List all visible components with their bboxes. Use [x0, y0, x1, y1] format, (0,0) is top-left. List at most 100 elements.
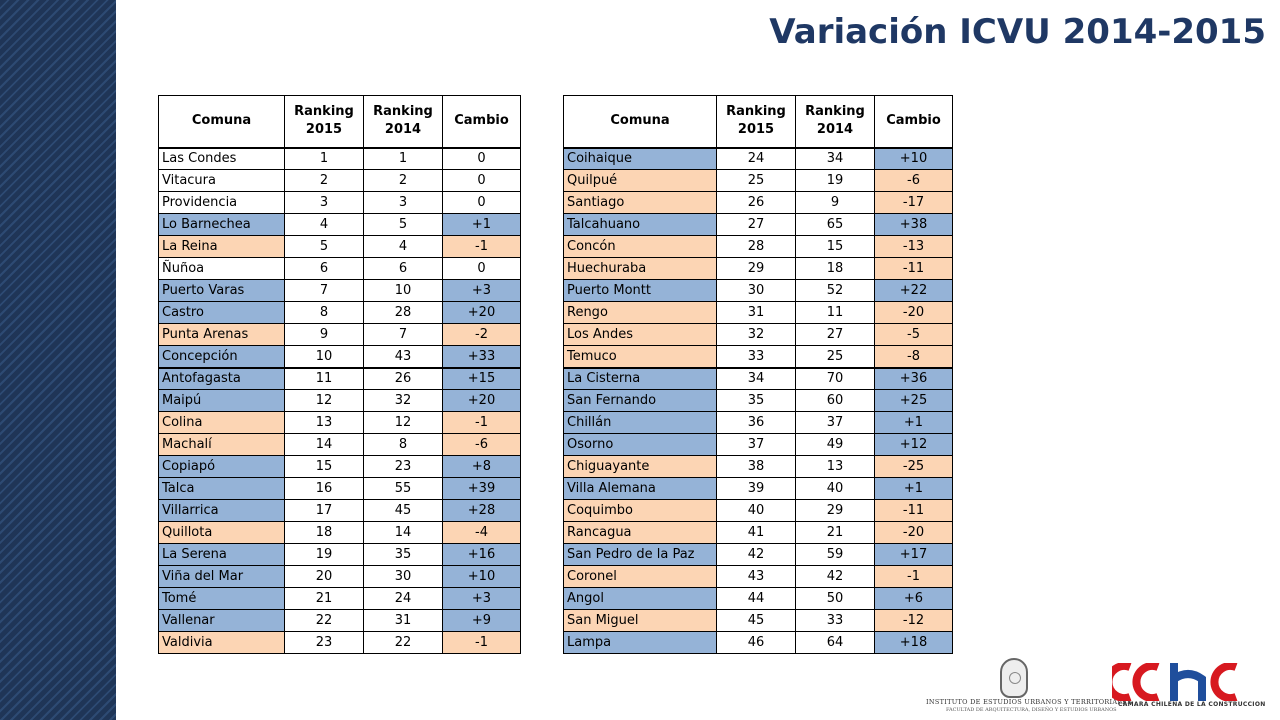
cell-ranking-2015: 40: [716, 499, 796, 522]
cell-comuna: Concepción: [158, 345, 285, 369]
cell-ranking-2014: 18: [795, 257, 875, 280]
header-ranking-2015: Ranking 2015: [284, 95, 364, 149]
cell-ranking-2015: 1: [284, 147, 364, 170]
cell-cambio: -17: [874, 191, 953, 214]
cell-ranking-2014: 37: [795, 411, 875, 434]
table-row: Ñuñoa 6 6 0: [158, 257, 521, 280]
cell-ranking-2014: 34: [795, 147, 875, 170]
cell-ranking-2014: 29: [795, 499, 875, 522]
cell-comuna: Valdivia: [158, 631, 285, 654]
table-row: Chillán 36 37 +1: [563, 411, 953, 434]
cell-ranking-2014: 59: [795, 543, 875, 566]
cell-ranking-2015: 45: [716, 609, 796, 632]
cell-cambio: -4: [442, 521, 521, 544]
cell-cambio: -1: [442, 631, 521, 654]
cell-comuna: Quillota: [158, 521, 285, 544]
cell-ranking-2015: 32: [716, 323, 796, 346]
cell-ranking-2015: 42: [716, 543, 796, 566]
table-row: Huechuraba 29 18 -11: [563, 257, 953, 280]
table-row: Osorno 37 49 +12: [563, 433, 953, 456]
cell-cambio: +22: [874, 279, 953, 302]
cell-comuna: Puerto Varas: [158, 279, 285, 302]
cell-comuna: La Reina: [158, 235, 285, 258]
cell-ranking-2015: 36: [716, 411, 796, 434]
cell-ranking-2014: 21: [795, 521, 875, 544]
cell-ranking-2014: 23: [363, 455, 443, 478]
cell-cambio: +20: [442, 389, 521, 412]
table-row: Puerto Varas 7 10 +3: [158, 279, 521, 302]
decorative-side-band: [0, 0, 116, 720]
cell-cambio: -2: [442, 323, 521, 346]
cell-cambio: +33: [442, 345, 521, 369]
cell-ranking-2014: 60: [795, 389, 875, 412]
cell-ranking-2015: 41: [716, 521, 796, 544]
cell-cambio: -6: [874, 169, 953, 192]
cell-ranking-2015: 15: [284, 455, 364, 478]
cchc-name: CAMARA CHILENA DE LA CONSTRUCCION: [1118, 701, 1266, 708]
header-cambio: Cambio: [442, 95, 521, 149]
cell-comuna: Colina: [158, 411, 285, 434]
table-row: Talcahuano 27 65 +38: [563, 213, 953, 236]
cell-ranking-2014: 30: [363, 565, 443, 588]
cell-cambio: -20: [874, 301, 953, 324]
table-row: Rancagua 41 21 -20: [563, 521, 953, 544]
cell-ranking-2015: 6: [284, 257, 364, 280]
table-row: Rengo 31 11 -20: [563, 301, 953, 324]
header-ranking-2014: Ranking 2014: [363, 95, 443, 149]
header-cambio: Cambio: [874, 95, 953, 149]
cell-ranking-2015: 17: [284, 499, 364, 522]
institute-name: INSTITUTO DE ESTUDIOS URBANOS Y TERRITOR…: [926, 698, 1132, 706]
cell-ranking-2015: 28: [716, 235, 796, 258]
cell-ranking-2014: 11: [795, 301, 875, 324]
cell-ranking-2014: 42: [795, 565, 875, 588]
cell-ranking-2015: 27: [716, 213, 796, 236]
cell-cambio: +28: [442, 499, 521, 522]
table-row: Coihaique 24 34 +10: [563, 147, 953, 170]
cell-ranking-2015: 31: [716, 301, 796, 324]
cell-cambio: +3: [442, 587, 521, 610]
table-row: Lo Barnechea 4 5 +1: [158, 213, 521, 236]
table-header-row: Comuna Ranking 2015 Ranking 2014 Cambio: [158, 95, 521, 149]
cell-ranking-2014: 40: [795, 477, 875, 500]
table-row: Valdivia 23 22 -1: [158, 631, 521, 654]
cell-cambio: 0: [442, 257, 521, 280]
cell-ranking-2014: 19: [795, 169, 875, 192]
table-row: Temuco 33 25 -8: [563, 345, 953, 369]
cell-ranking-2014: 4: [363, 235, 443, 258]
cell-ranking-2014: 28: [363, 301, 443, 324]
table-row: Tomé 21 24 +3: [158, 587, 521, 610]
cell-cambio: 0: [442, 169, 521, 192]
cell-ranking-2015: 9: [284, 323, 364, 346]
cell-ranking-2015: 14: [284, 433, 364, 456]
cell-ranking-2014: 5: [363, 213, 443, 236]
cell-ranking-2014: 1: [363, 147, 443, 170]
cell-ranking-2015: 18: [284, 521, 364, 544]
cell-ranking-2015: 34: [716, 367, 796, 390]
table-row: La Reina 5 4 -1: [158, 235, 521, 258]
cell-cambio: +1: [874, 477, 953, 500]
table-row: Concón 28 15 -13: [563, 235, 953, 258]
cell-ranking-2015: 16: [284, 477, 364, 500]
cell-cambio: +15: [442, 367, 521, 390]
cell-ranking-2014: 31: [363, 609, 443, 632]
table-row: Las Condes 1 1 0: [158, 147, 521, 170]
cell-ranking-2014: 9: [795, 191, 875, 214]
cell-ranking-2015: 10: [284, 345, 364, 369]
cell-cambio: -20: [874, 521, 953, 544]
cell-comuna: Vitacura: [158, 169, 285, 192]
cell-comuna: La Cisterna: [563, 367, 717, 390]
cell-comuna: Lo Barnechea: [158, 213, 285, 236]
cell-comuna: Huechuraba: [563, 257, 717, 280]
cell-ranking-2015: 7: [284, 279, 364, 302]
table-row: Viña del Mar 20 30 +10: [158, 565, 521, 588]
cell-ranking-2014: 45: [363, 499, 443, 522]
cell-comuna: Coihaique: [563, 147, 717, 170]
cell-comuna: Osorno: [563, 433, 717, 456]
cell-ranking-2015: 11: [284, 367, 364, 390]
cell-ranking-2014: 64: [795, 631, 875, 654]
cell-ranking-2014: 65: [795, 213, 875, 236]
cell-comuna: Lampa: [563, 631, 717, 654]
cell-comuna: Villa Alemana: [563, 477, 717, 500]
cell-ranking-2015: 19: [284, 543, 364, 566]
table-row: Puerto Montt 30 52 +22: [563, 279, 953, 302]
